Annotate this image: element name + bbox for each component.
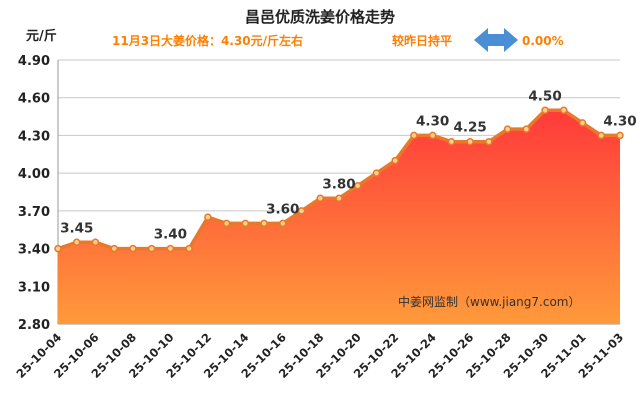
data-point-25-11-01 (578, 119, 587, 127)
data-label: 4.30 (416, 113, 449, 129)
y-tick-label: 3.40 (18, 243, 50, 258)
data-point-25-10-30 (541, 106, 549, 115)
chart-subtitle: 11月3日大姜价格：4.30元/斤左右 (112, 33, 303, 48)
unit-label: 元/斤 (26, 28, 57, 44)
data-point-25-10-07 (110, 244, 118, 253)
y-tick-label: 2.80 (18, 318, 50, 333)
change-percent: 0.00% (522, 34, 564, 48)
data-point-25-10-19 (335, 194, 343, 203)
data-point-25-10-22 (391, 156, 399, 165)
data-label: 3.80 (322, 176, 355, 192)
y-tick-label: 3.70 (18, 205, 50, 220)
data-point-25-10-24 (428, 131, 437, 140)
data-label: 4.30 (603, 113, 636, 129)
data-point-25-10-08 (129, 244, 137, 253)
data-point-25-10-14 (241, 219, 250, 228)
level-arrow-icon (474, 28, 518, 52)
area-fill (58, 110, 620, 324)
data-point-25-10-17 (297, 207, 306, 215)
chart-title: 昌邑优质洗姜价格走势 (245, 8, 395, 26)
data-point-25-10-26 (466, 137, 474, 146)
y-tick-label: 3.10 (18, 280, 50, 295)
y-tick-label: 4.90 (18, 54, 50, 69)
data-point-25-10-27 (485, 137, 493, 146)
data-label: 3.45 (60, 220, 93, 236)
trend-text: 较昨日持平 (392, 33, 452, 48)
data-point-25-10-23 (410, 131, 418, 140)
data-labels: 3.45 3.403.603.804.30 4.254.504.30 (60, 88, 637, 242)
data-point-25-11-02 (597, 131, 606, 140)
data-point-25-10-15 (260, 219, 268, 228)
data-point-25-10-10 (166, 244, 175, 253)
y-tick-label: 4.30 (18, 129, 50, 144)
data-point-25-10-28 (503, 125, 512, 133)
data-point-25-10-06 (91, 238, 100, 247)
data-point-25-10-12 (204, 213, 212, 221)
x-axis-ticks: 25-10-0425-10-0625-10-0825-10-1025-10-12… (14, 330, 627, 381)
data-point-25-10-31 (560, 106, 568, 115)
data-label: 4.50 (528, 88, 561, 104)
data-point-25-10-25 (447, 137, 456, 146)
data-point-25-10-04 (54, 244, 62, 253)
data-label: 3.60 (266, 201, 299, 217)
data-point-25-10-05 (72, 238, 81, 247)
data-point-25-10-18 (316, 194, 325, 203)
data-label: 4.25 (453, 120, 486, 136)
y-tick-label: 4.00 (18, 167, 50, 182)
y-axis-ticks: 4.90 4.60 4.30 4.00 3.70 3.40 3.10 2.80 (18, 54, 50, 333)
data-point-25-10-09 (147, 244, 156, 253)
data-point-25-10-16 (279, 219, 287, 228)
data-point-25-10-21 (372, 169, 381, 177)
data-point-25-11-03 (616, 131, 624, 140)
data-points (54, 106, 624, 253)
data-point-25-10-13 (222, 219, 231, 228)
y-tick-label: 4.60 (18, 92, 50, 107)
data-point-25-10-20 (353, 181, 362, 190)
data-label: 3.40 (154, 227, 187, 243)
data-point-25-10-29 (522, 125, 531, 133)
data-point-25-10-11 (185, 244, 193, 253)
source-watermark: 中姜网监制（www.jiang7.com） (398, 294, 580, 309)
